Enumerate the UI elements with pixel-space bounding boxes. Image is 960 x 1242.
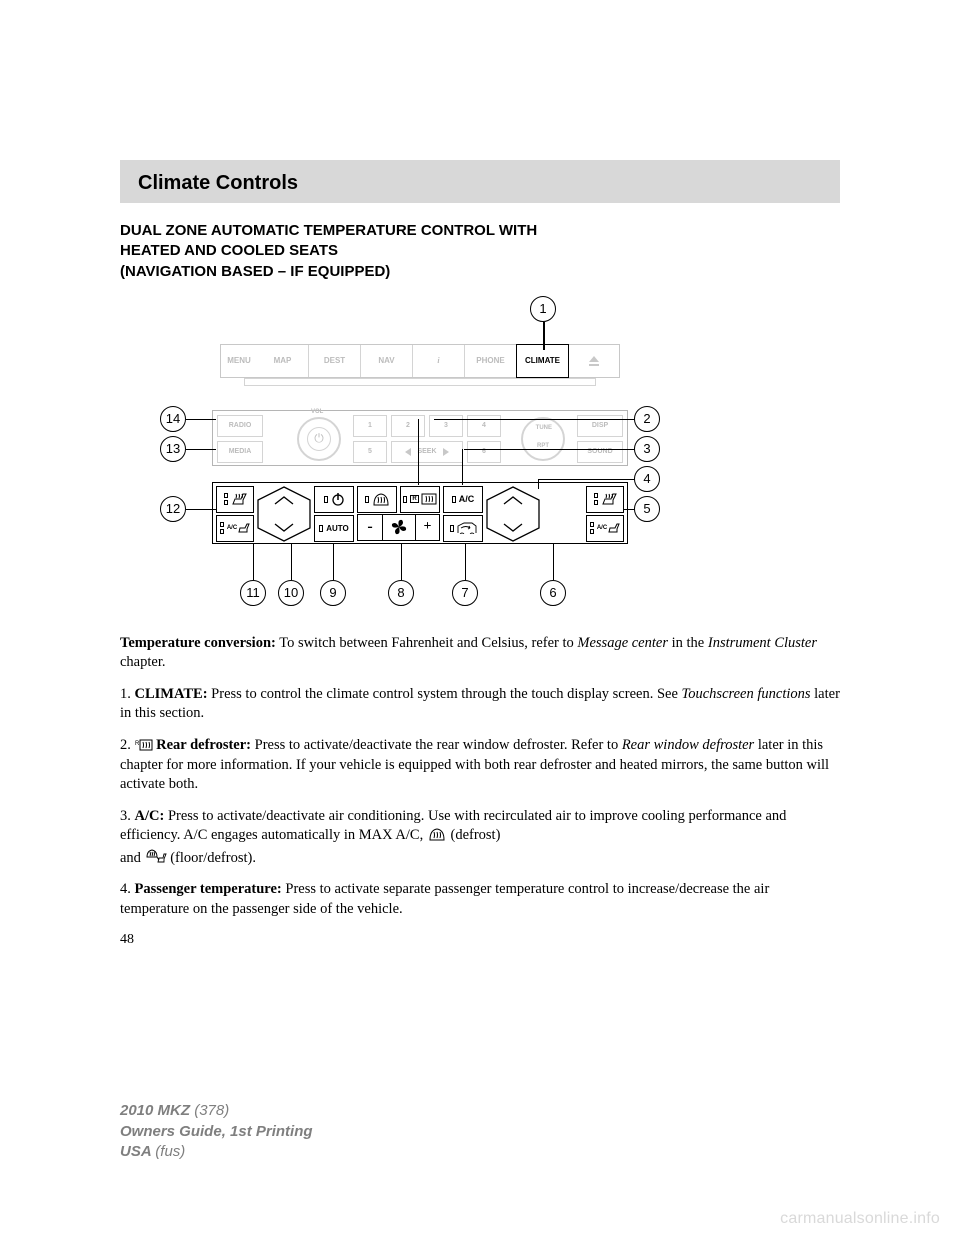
callout-12: 12: [160, 496, 186, 522]
watermark: carmanualsonline.info: [780, 1210, 940, 1228]
climate-row: A/C AUTO R: [212, 482, 628, 544]
nav-map: MAP: [257, 345, 309, 377]
footer-code: (378): [194, 1102, 229, 1119]
callout-2: 2: [634, 406, 660, 432]
callout-10: 10: [278, 580, 304, 606]
callout-14: 14: [160, 406, 186, 432]
rear-defrost: R: [400, 486, 440, 513]
callout-8: 8: [388, 580, 414, 606]
control-diagram: 1 MENU MAP DEST NAV i PHONE CLIMATE RADI…: [160, 296, 660, 616]
callout-5: 5: [634, 496, 660, 522]
radio-btn: RADIO: [217, 415, 263, 437]
nav-info: i: [413, 345, 465, 377]
subsection-heading: DUAL ZONE AUTOMATIC TEMPERATURE CONTROL …: [120, 221, 840, 282]
rear-defrost-icon: R: [135, 739, 153, 751]
leader-14: [186, 419, 216, 420]
section-header: Climate Controls: [120, 160, 840, 203]
page-number: 48: [120, 932, 840, 948]
seek-btn: SEEK: [391, 441, 463, 463]
para-item-4: 4. Passenger temperature: Press to activ…: [120, 880, 840, 919]
nav-climate: CLIMATE: [516, 344, 569, 378]
footer-fus: (fus): [155, 1143, 185, 1160]
nav-dest: DEST: [309, 345, 361, 377]
tune-dial: [521, 417, 565, 461]
para-item-3b: and (floor/defrost).: [120, 848, 840, 869]
section-title: Climate Controls: [138, 172, 822, 195]
svg-text:R: R: [135, 741, 140, 747]
leader-12: [186, 509, 216, 510]
callout-6: 6: [540, 580, 566, 606]
heading-line-1: DUAL ZONE AUTOMATIC TEMPERATURE CONTROL …: [120, 221, 840, 241]
callout-9: 9: [320, 580, 346, 606]
fan-minus: -: [357, 514, 383, 541]
callout-13: 13: [160, 436, 186, 462]
tune-label: TUNE: [536, 425, 552, 431]
driver-temp-rocker: [257, 486, 311, 542]
fan-plus: +: [415, 514, 440, 541]
nav-nav: NAV: [361, 345, 413, 377]
nav-slot: [244, 378, 596, 386]
ac-button: A/C: [443, 486, 483, 513]
callout-3: 3: [634, 436, 660, 462]
defrost-icon: [427, 827, 447, 841]
para-temp-conv: Temperature conversion: To switch betwee…: [120, 634, 840, 673]
para-item-2: 2. R Rear defroster: Press to activate/d…: [120, 736, 840, 795]
floor-defrost-icon: [145, 848, 167, 864]
preset-5: 5: [353, 441, 387, 463]
driver-seat-heat: [216, 486, 254, 513]
sound-btn: SOUND: [577, 441, 623, 463]
para-item-3: 3. A/C: Press to activate/deactivate air…: [120, 807, 840, 846]
nav-menu: MENU: [221, 345, 257, 377]
callout-7: 7: [452, 580, 478, 606]
footer-model: 2010 MKZ: [120, 1102, 194, 1119]
preset-2: 2: [391, 415, 425, 437]
fan-icon: [383, 514, 415, 541]
power-icon: ⏻: [307, 427, 331, 451]
recirc-button: [443, 515, 483, 542]
preset-1: 1: [353, 415, 387, 437]
leader-3: [464, 449, 634, 450]
body-text: Temperature conversion: To switch betwee…: [120, 634, 840, 948]
front-defrost: [357, 486, 397, 513]
para-item-1: 1. CLIMATE: Press to control the climate…: [120, 685, 840, 724]
passenger-temp-rocker: [486, 486, 540, 542]
footer-region: USA: [120, 1143, 155, 1160]
footer-guide: Owners Guide, 1st Printing: [120, 1122, 313, 1142]
heading-line-2: HEATED AND COOLED SEATS: [120, 241, 840, 261]
leader-4: [538, 479, 634, 480]
callout-11: 11: [240, 580, 266, 606]
climate-power: [314, 486, 354, 513]
heading-line-3: (NAVIGATION BASED – IF EQUIPPED): [120, 262, 840, 282]
pass-seat-heat: [586, 486, 624, 513]
media-btn: MEDIA: [217, 441, 263, 463]
vol-label: VOL: [311, 409, 323, 415]
callout-4: 4: [634, 466, 660, 492]
page-footer: 2010 MKZ (378) Owners Guide, 1st Printin…: [120, 1101, 313, 1162]
leader-5: [624, 509, 634, 510]
auto-button: AUTO: [314, 515, 354, 542]
preset-6: 6: [467, 441, 501, 463]
leader-2: [434, 419, 634, 420]
leader-13: [186, 449, 216, 450]
driver-seat-cool: A/C: [216, 515, 254, 542]
pass-seat-cool: A/C: [586, 515, 624, 542]
eject-icon: [568, 345, 619, 377]
nav-tab-row: MENU MAP DEST NAV i PHONE CLIMATE: [220, 344, 620, 378]
callout-1: 1: [530, 296, 556, 322]
nav-phone: PHONE: [465, 345, 517, 377]
